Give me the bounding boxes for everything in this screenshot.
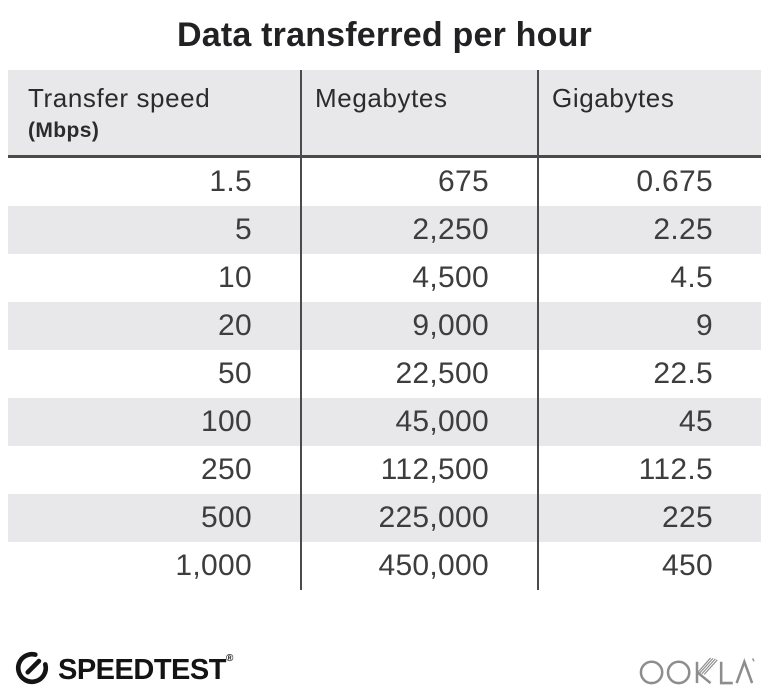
table-cell: 10 xyxy=(8,254,302,302)
speedtest-logo: SPEEDTEST® xyxy=(14,650,233,691)
column-header-label: Gigabytes xyxy=(552,83,675,113)
table-cell: 5 xyxy=(8,206,302,254)
table-cell: 450,000 xyxy=(302,542,539,590)
table-body: 1.5 675 0.675 5 2,250 2.25 10 4,500 4.5 20 9,000 9 5… xyxy=(8,158,761,590)
registered-trademark-mark: ® xyxy=(225,653,233,664)
column-header-label: Transfer speed xyxy=(28,83,211,113)
column-header-transfer-speed: Transfer speed (Mbps) xyxy=(8,70,302,155)
table-cell: 225,000 xyxy=(302,494,539,542)
table-cell: 45,000 xyxy=(302,398,539,446)
speedtest-wordmark: SPEEDTEST® xyxy=(58,653,233,686)
table-cell: 9 xyxy=(696,309,713,342)
table-header-row: Transfer speed (Mbps) Megabytes Gigabyte… xyxy=(8,70,761,158)
table-row: 500 225,000 225 xyxy=(8,494,761,542)
table-cell: 0.675 xyxy=(636,165,713,198)
table-cell: 4.5 xyxy=(670,261,713,294)
table-row: 10 4,500 4.5 xyxy=(8,254,761,302)
table-cell: 100 xyxy=(8,398,302,446)
table-row: 1.5 675 0.675 xyxy=(8,158,761,206)
table-cell: 2.25 xyxy=(653,213,713,246)
column-header-label: Megabytes xyxy=(315,83,448,113)
table-cell: 1,000 xyxy=(8,542,302,590)
table-cell: 250 xyxy=(8,446,302,494)
table-cell: 1.5 xyxy=(8,158,302,206)
table-cell: 225 xyxy=(662,501,713,534)
table-row: 20 9,000 9 xyxy=(8,302,761,350)
column-header-megabytes: Megabytes xyxy=(302,70,539,155)
table-cell: 4,500 xyxy=(302,254,539,302)
data-table: Transfer speed (Mbps) Megabytes Gigabyte… xyxy=(8,70,761,590)
page-title: Data transferred per hour xyxy=(177,16,592,54)
footer: SPEEDTEST® xyxy=(14,648,755,692)
table-cell: 50 xyxy=(8,350,302,398)
table-cell: 22.5 xyxy=(653,357,713,390)
table-row: 5 2,250 2.25 xyxy=(8,206,761,254)
table-cell: 500 xyxy=(8,494,302,542)
speedtest-gauge-icon xyxy=(14,650,50,691)
table-cell: 20 xyxy=(8,302,302,350)
table-cell: 112,500 xyxy=(302,446,539,494)
ookla-wordmark xyxy=(639,654,755,687)
table-cell: 45 xyxy=(679,405,713,438)
table-cell: 112.5 xyxy=(638,453,713,486)
table-row: 250 112,500 112.5 xyxy=(8,446,761,494)
table-cell: 2,250 xyxy=(302,206,539,254)
column-header-unit: (Mbps) xyxy=(28,119,100,142)
table-cell: 22,500 xyxy=(302,350,539,398)
table-row: 50 22,500 22.5 xyxy=(8,350,761,398)
table-cell: 450 xyxy=(662,549,713,582)
table-cell: 9,000 xyxy=(302,302,539,350)
column-header-gigabytes: Gigabytes xyxy=(539,70,761,155)
table-row: 1,000 450,000 450 xyxy=(8,542,761,590)
table-row: 100 45,000 45 xyxy=(8,398,761,446)
table-cell: 675 xyxy=(302,158,539,206)
